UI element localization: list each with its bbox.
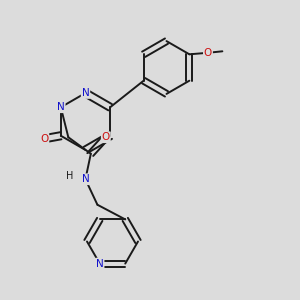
Text: N: N [82, 88, 89, 98]
Text: H: H [66, 171, 74, 181]
Text: O: O [102, 132, 110, 142]
Text: N: N [96, 259, 103, 269]
Text: N: N [57, 102, 65, 112]
Text: O: O [204, 48, 212, 58]
Text: O: O [40, 134, 48, 144]
Text: N: N [82, 174, 89, 184]
